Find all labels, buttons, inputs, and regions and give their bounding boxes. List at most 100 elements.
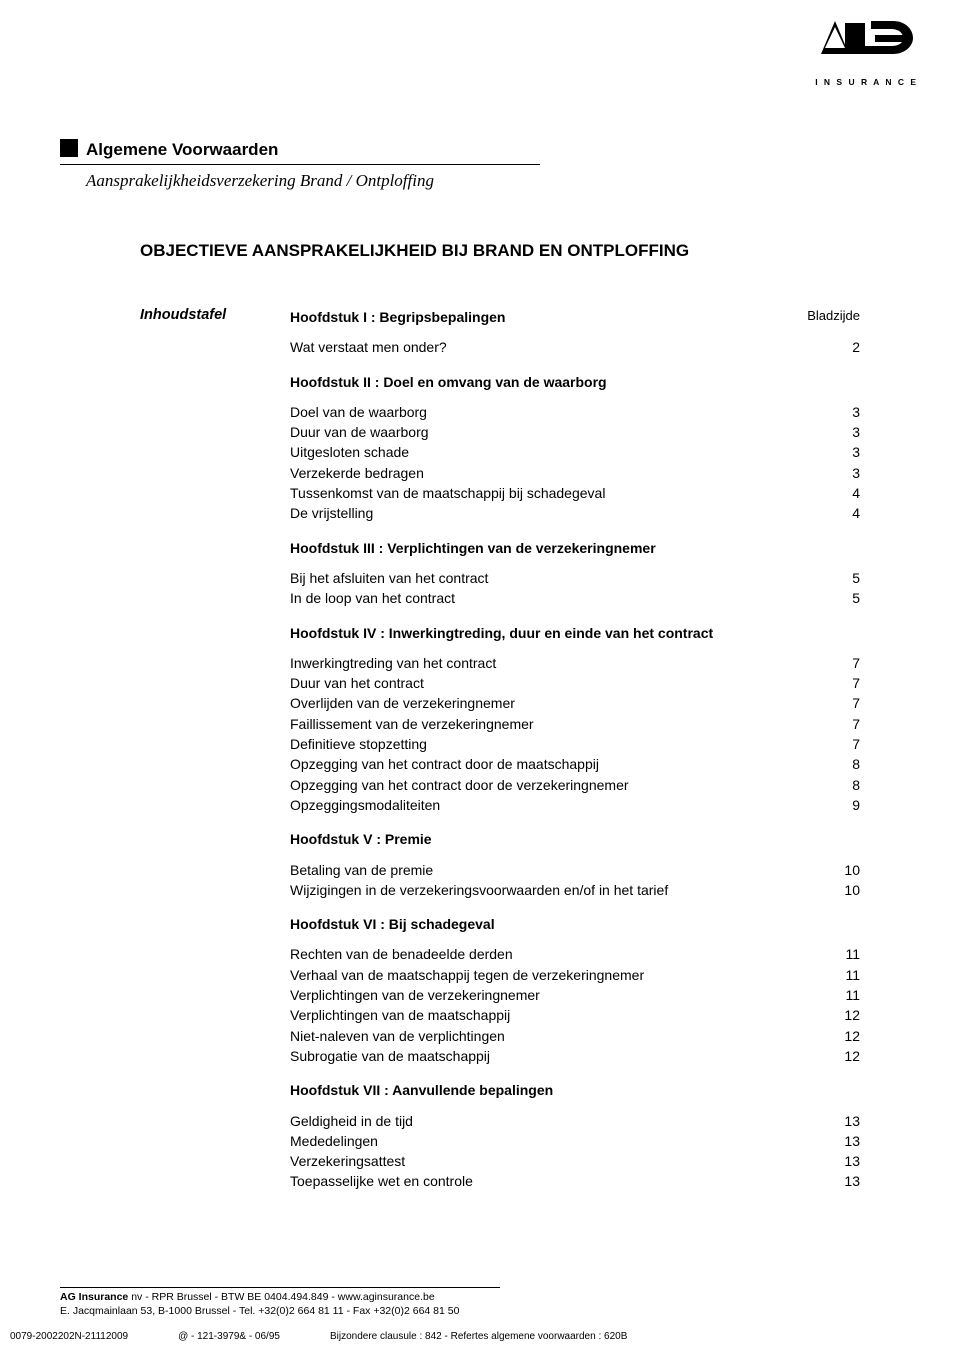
toc-entry-label: Verzekeringsattest [290,1151,830,1171]
toc-entry: Mededelingen13 [290,1131,860,1151]
toc-entry: Opzegging van het contract door de verze… [290,775,860,795]
document-page: I N S U R A N C E Algemene Voorwaarden A… [0,0,960,1354]
toc-entry-page: 3 [830,422,860,442]
toc-entry-page: 3 [830,463,860,483]
toc-entry: Rechten van de benadeelde derden11 [290,944,860,964]
toc-entry-page: 7 [830,653,860,673]
toc-entry-label: Verplichtingen van de maatschappij [290,1005,830,1025]
ag-logo-svg [819,18,915,74]
company-logo: I N S U R A N C E [815,18,918,87]
toc-entry: Faillissement van de verzekeringnemer7 [290,714,860,734]
toc-entry-page: 12 [830,1005,860,1025]
toc-entry-page: 4 [830,483,860,503]
toc-entry-label: Rechten van de benadeelde derden [290,944,830,964]
toc-entry: Verplichtingen van de verzekeringnemer11 [290,985,860,1005]
toc-entry-label: Wijzigingen in de verzekeringsvoorwaarde… [290,880,830,900]
toc-entry: Duur van de waarborg3 [290,422,860,442]
toc-entry-page: 4 [830,503,860,523]
toc-entry-page: 8 [830,754,860,774]
footer-block: AG Insurance nv - RPR Brussel - BTW BE 0… [60,1287,900,1318]
chapter-heading-row: Hoofdstuk I : BegripsbepalingenBladzijde [290,307,860,327]
toc-entry: Toepasselijke wet en controle13 [290,1171,860,1191]
toc-entry-label: Uitgesloten schade [290,442,830,462]
toc-entry-page: 10 [830,860,860,880]
chapter-heading-row: Hoofdstuk V : Premie [290,829,860,849]
toc-entry: Verzekerde bedragen3 [290,463,860,483]
footer-line-1-rest: nv - RPR Brussel - BTW BE 0404.494.849 -… [128,1291,434,1303]
toc-entry-page: 10 [830,880,860,900]
chapter-title: Hoofdstuk V : Premie [290,829,860,849]
toc-entry-page: 5 [830,568,860,588]
toc-entry: Definitieve stopzetting7 [290,734,860,754]
chapter-title: Hoofdstuk III : Verplichtingen van de ve… [290,538,860,558]
toc-entry-page: 9 [830,795,860,815]
toc-entry-label: Toepasselijke wet en controle [290,1171,830,1191]
header-block: Algemene Voorwaarden Aansprakelijkheidsv… [60,140,900,191]
toc-entry: Betaling van de premie10 [290,860,860,880]
toc-entry-label: Opzegging van het contract door de maats… [290,754,830,774]
toc-entry: Opzeggingsmodaliteiten9 [290,795,860,815]
toc-entry-label: Betaling van de premie [290,860,830,880]
toc-entry-label: Geldigheid in de tijd [290,1111,830,1131]
toc-entry-page: 7 [830,673,860,693]
footer-line-2: E. Jacqmainlaan 53, B-1000 Brussel - Tel… [60,1304,900,1318]
toc-entry: De vrijstelling4 [290,503,860,523]
toc-entry-page: 13 [830,1111,860,1131]
header-title: Algemene Voorwaarden [86,140,278,160]
toc-entry: Verhaal van de maatschappij tegen de ver… [290,965,860,985]
toc-entry: In de loop van het contract5 [290,588,860,608]
toc-entry: Inwerkingtreding van het contract7 [290,653,860,673]
main-title: OBJECTIEVE AANSPRAKELIJKHEID BIJ BRAND E… [140,241,900,261]
toc-entry-page: 13 [830,1131,860,1151]
logo-subtext: I N S U R A N C E [815,77,918,87]
doc-reference-2: @ - 121-3979& - 06/95 [178,1331,280,1342]
toc-entry: Doel van de waarborg3 [290,402,860,422]
toc-entry-page: 3 [830,442,860,462]
footer-rule [60,1287,500,1288]
toc-entry-label: Definitieve stopzetting [290,734,830,754]
header-subtitle: Aansprakelijkheidsverzekering Brand / On… [86,171,900,191]
page-column-label: Bladzijde [800,307,860,327]
toc-entry-label: In de loop van het contract [290,588,830,608]
chapter-title: Hoofdstuk VI : Bij schadegeval [290,914,860,934]
toc-entry-page: 7 [830,693,860,713]
toc-entry: Niet-naleven van de verplichtingen12 [290,1026,860,1046]
toc-entry: Verzekeringsattest13 [290,1151,860,1171]
toc-entry-page: 11 [830,965,860,985]
toc-entry-label: Opzeggingsmodaliteiten [290,795,830,815]
header-line: Algemene Voorwaarden [60,140,900,160]
toc-entry-page: 7 [830,714,860,734]
chapter-heading-row: Hoofdstuk VI : Bij schadegeval [290,914,860,934]
toc-entry-page: 8 [830,775,860,795]
chapter-heading-row: Hoofdstuk IV : Inwerkingtreding, duur en… [290,623,860,643]
toc-entry: Subrogatie van de maatschappij12 [290,1046,860,1066]
toc-entry-label: Doel van de waarborg [290,402,830,422]
toc-entry-label: Duur van de waarborg [290,422,830,442]
toc-entry-label: Subrogatie van de maatschappij [290,1046,830,1066]
chapter-title: Hoofdstuk II : Doel en omvang van de waa… [290,372,860,392]
toc-entry-page: 12 [830,1046,860,1066]
toc-entry-page: 2 [830,337,860,357]
toc-entry: Geldigheid in de tijd13 [290,1111,860,1131]
toc-entry-label: Tussenkomst van de maatschappij bij scha… [290,483,830,503]
chapter-title: Hoofdstuk IV : Inwerkingtreding, duur en… [290,623,860,643]
toc-entry-label: Verplichtingen van de verzekeringnemer [290,985,830,1005]
toc-entry-label: Duur van het contract [290,673,830,693]
toc-entry-label: Verzekerde bedragen [290,463,830,483]
square-bullet-icon [60,139,78,157]
header-rule [60,164,540,165]
toc-entry-label: Overlijden van de verzekeringnemer [290,693,830,713]
toc-entry-page: 12 [830,1026,860,1046]
toc-entry-label: De vrijstelling [290,503,830,523]
toc-entry-label: Faillissement van de verzekeringnemer [290,714,830,734]
toc-entry-page: 13 [830,1171,860,1191]
toc-entry-label: Inwerkingtreding van het contract [290,653,830,673]
toc-entry: Bij het afsluiten van het contract5 [290,568,860,588]
toc-entry-page: 5 [830,588,860,608]
footer-line-1: AG Insurance nv - RPR Brussel - BTW BE 0… [60,1290,900,1304]
toc-area: Inhoudstafel Hoofdstuk I : Begripsbepali… [140,307,900,1206]
toc-entry: Wijzigingen in de verzekeringsvoorwaarde… [290,880,860,900]
toc-entry: Duur van het contract7 [290,673,860,693]
toc-entry-page: 7 [830,734,860,754]
toc-entry-page: 13 [830,1151,860,1171]
